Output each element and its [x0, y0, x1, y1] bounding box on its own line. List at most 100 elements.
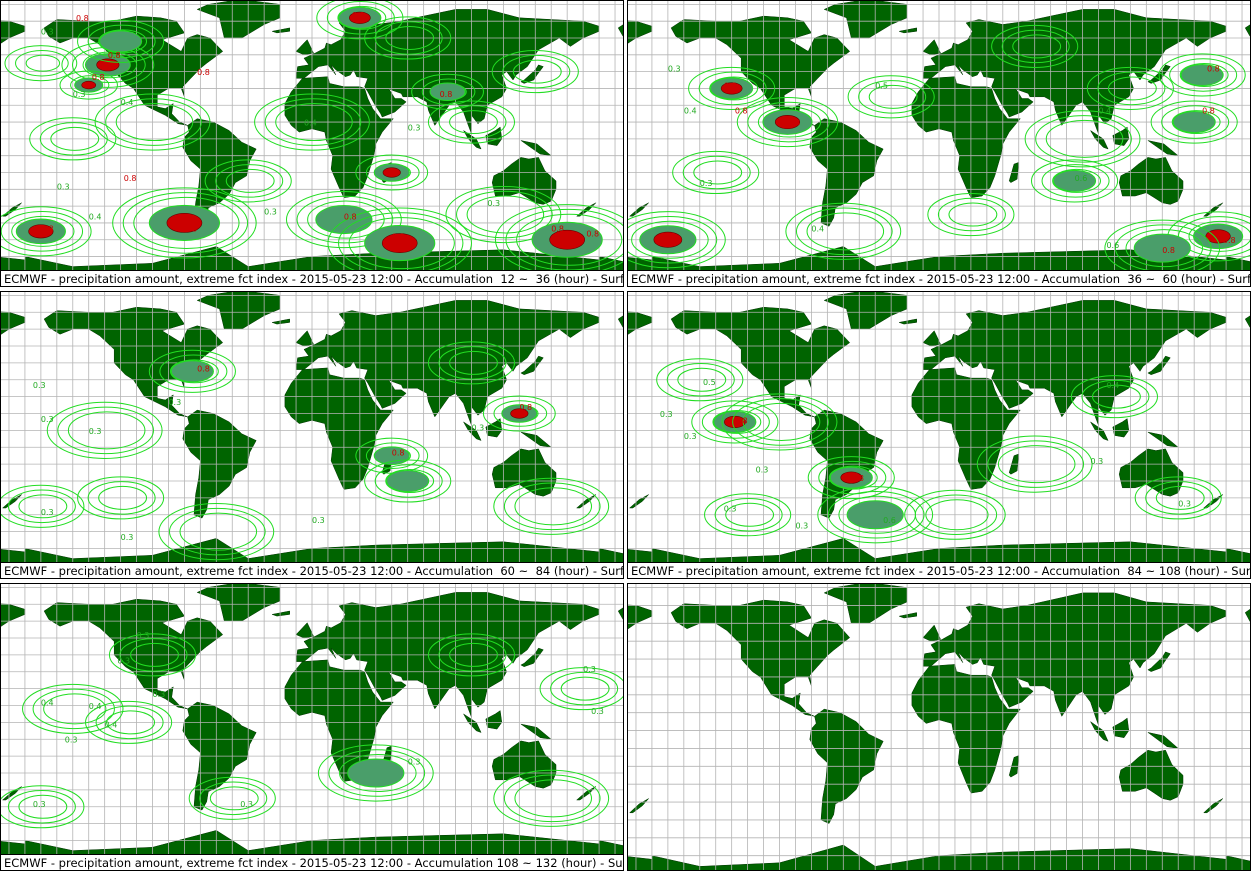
- landmass: [1244, 315, 1250, 328]
- contour-line: [77, 19, 165, 63]
- contour-value-label: 0.3: [41, 28, 54, 37]
- contour-value-label: 0.3: [41, 415, 54, 424]
- contour-line: [25, 54, 61, 72]
- contour-line: [275, 103, 353, 142]
- contour-value-label: 0.3: [168, 398, 181, 407]
- contour-line: [115, 103, 194, 142]
- contour-line: [296, 195, 394, 244]
- contour-value-label: 0.8: [108, 51, 121, 60]
- contour-fill: [1180, 63, 1224, 87]
- contour-line: [505, 208, 623, 270]
- landmass: [1203, 798, 1224, 814]
- contour-line: [516, 213, 623, 266]
- map-caption: ECMWF - precipitation amount, extreme fc…: [628, 562, 1250, 578]
- contour-line: [807, 456, 895, 500]
- contour-line: [785, 202, 902, 260]
- contour-line: [438, 638, 507, 672]
- contour-value-label: 0.8: [551, 224, 564, 233]
- contour-value-label: 0.6: [1075, 174, 1088, 183]
- contour-line: [29, 117, 117, 161]
- contour-value-label: 0.3: [89, 427, 102, 436]
- landmass: [1147, 651, 1171, 672]
- contour-line: [385, 26, 435, 50]
- contour-fill: [170, 360, 214, 383]
- contour-line: [698, 71, 767, 106]
- contour-line: [59, 70, 118, 100]
- landmass: [196, 584, 281, 622]
- landmass: [823, 292, 908, 330]
- landmass: [1112, 126, 1130, 146]
- landmass: [1203, 202, 1224, 217]
- contour-line: [158, 503, 275, 561]
- contour-line: [1024, 110, 1141, 168]
- contour-line: [18, 794, 68, 819]
- contour-line: [374, 464, 443, 498]
- landmass: [196, 292, 281, 330]
- contour-line: [449, 350, 498, 375]
- landmass: [1203, 494, 1224, 509]
- contour-line: [449, 110, 498, 135]
- contour-value-label: 0.3: [73, 90, 86, 99]
- contour-peak: [382, 167, 401, 178]
- contour-line: [493, 400, 548, 427]
- contour-line: [656, 358, 744, 402]
- landmass: [1147, 140, 1180, 157]
- landmass: [1, 549, 26, 562]
- landmass: [1090, 421, 1109, 441]
- contour-line: [1145, 481, 1214, 515]
- map-caption: ECMWF - precipitation amount, extreme fc…: [628, 270, 1250, 286]
- contour-line: [1114, 224, 1212, 270]
- contour-value-label: 0.8: [787, 118, 800, 127]
- contour-line: [337, 5, 387, 30]
- landmass: [1090, 721, 1109, 742]
- contour-line: [119, 638, 188, 672]
- contour-value-label: 0.5: [703, 378, 716, 387]
- contour-value-label: 0.3: [1091, 457, 1104, 466]
- contour-line: [512, 59, 562, 84]
- forecast-map-panel-4: 0.5 0.3 0.8 0.3 0.8 0.3 0.3 0.6 0.3 0.4 0.3 0.3 ECM…: [627, 291, 1251, 579]
- forecast-map-panel-6: [627, 583, 1251, 871]
- contour-line: [560, 676, 610, 701]
- precipitation-contours: [656, 358, 1222, 544]
- contour-line: [1012, 34, 1062, 59]
- contour-value-label: 0.8: [197, 364, 210, 373]
- landmass: [491, 157, 557, 205]
- contour-line: [39, 122, 108, 156]
- contour-value-label: 0.4: [89, 213, 102, 222]
- world-map: [628, 584, 1250, 870]
- contour-line: [94, 93, 211, 151]
- contour-value-label: 0.3: [41, 508, 54, 517]
- contour-value-label: 0.8: [184, 224, 197, 233]
- landmass: [898, 27, 917, 34]
- contour-line: [1070, 375, 1158, 419]
- contour-value-label: 0.8: [440, 90, 453, 99]
- contour-line: [732, 398, 829, 446]
- contour-peak: [166, 213, 203, 233]
- contour-line: [491, 50, 579, 94]
- contour-line: [95, 705, 164, 740]
- contour-line: [4, 45, 78, 82]
- contour-line: [364, 16, 452, 60]
- contour-line: [209, 786, 259, 811]
- landmass: [1147, 732, 1180, 749]
- landmass: [1147, 431, 1180, 448]
- contour-line: [514, 487, 593, 526]
- contour-line: [438, 346, 507, 380]
- contour-peak: [28, 224, 54, 239]
- contour-fill: [347, 758, 405, 788]
- contour-fill: [386, 469, 430, 493]
- contour-value-label: 0.3: [660, 410, 673, 419]
- contour-line: [904, 489, 1006, 540]
- contour-line: [688, 66, 776, 110]
- contour-line: [701, 405, 770, 439]
- landmass: [898, 318, 917, 325]
- landmass: [598, 548, 623, 562]
- contour-value-label: 0.8: [124, 174, 137, 183]
- contour-fill: [1133, 233, 1191, 263]
- precipitation-contours: [1, 633, 623, 829]
- landmass: [485, 710, 503, 730]
- contour-line: [704, 493, 792, 537]
- contour-peak: [840, 471, 863, 484]
- contour-value-label: 0.3: [312, 516, 325, 525]
- landmass: [1118, 749, 1184, 801]
